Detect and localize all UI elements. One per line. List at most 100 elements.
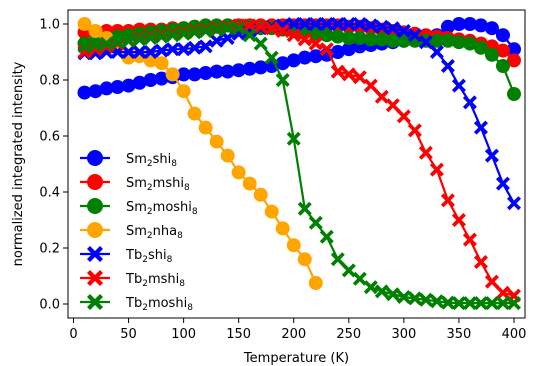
data-point xyxy=(374,284,389,299)
data-point xyxy=(176,84,191,99)
data-point xyxy=(363,280,378,295)
data-point xyxy=(374,89,389,104)
legend-label: Tb2moshi8 xyxy=(125,296,193,313)
y-tick-label: 0.8 xyxy=(39,74,60,89)
data-point xyxy=(319,28,334,43)
data-point xyxy=(176,67,191,82)
data-point xyxy=(154,29,169,44)
data-point xyxy=(352,17,367,31)
data-point xyxy=(429,294,444,309)
data-point xyxy=(506,296,521,311)
data-point xyxy=(484,296,499,311)
data-point xyxy=(462,36,477,51)
data-point xyxy=(308,276,323,290)
data-point xyxy=(242,176,257,191)
data-point xyxy=(418,35,433,50)
data-point xyxy=(473,40,488,55)
data-point xyxy=(440,33,455,48)
y-tick-label: 0.6 xyxy=(39,130,60,145)
data-point xyxy=(154,43,169,58)
data-point xyxy=(87,294,103,310)
data-point xyxy=(253,187,268,202)
data-point xyxy=(407,291,422,306)
data-point xyxy=(451,17,466,31)
data-point xyxy=(473,120,488,135)
axes-frame xyxy=(67,9,526,319)
data-point xyxy=(506,42,521,57)
legend-entry: Sm2moshi8 xyxy=(80,198,198,217)
data-point xyxy=(165,67,180,82)
x-tick-label: 350 xyxy=(447,327,472,342)
data-point xyxy=(198,120,213,135)
plot-area xyxy=(77,17,521,311)
data-point xyxy=(297,32,312,47)
legend-entry: Sm2mshi8 xyxy=(80,174,190,193)
data-point xyxy=(231,165,246,180)
data-point xyxy=(143,45,158,59)
data-point xyxy=(319,17,334,31)
data-point xyxy=(473,18,488,33)
data-point xyxy=(87,222,103,238)
data-point xyxy=(396,290,411,304)
data-point xyxy=(209,134,224,149)
data-point xyxy=(132,75,147,90)
data-point xyxy=(473,255,488,269)
y-tick-label: 0.4 xyxy=(39,186,60,201)
data-point xyxy=(132,45,147,59)
data-point xyxy=(330,252,345,267)
data-point xyxy=(286,28,301,43)
data-point xyxy=(385,287,400,302)
data-point xyxy=(418,292,433,307)
data-point xyxy=(87,270,103,286)
y-tick-label: 0.0 xyxy=(39,298,60,313)
x-tick-label: 200 xyxy=(281,327,306,342)
data-point xyxy=(330,64,345,79)
data-point xyxy=(209,64,224,79)
data-point xyxy=(341,42,356,57)
data-point xyxy=(187,40,202,55)
data-point xyxy=(462,95,477,110)
data-point xyxy=(87,198,103,214)
data-point xyxy=(407,123,422,138)
data-point xyxy=(484,21,499,36)
data-point xyxy=(506,196,521,211)
legend-label: Sm2mshi8 xyxy=(126,176,190,193)
data-point xyxy=(220,31,235,45)
data-point xyxy=(198,39,213,54)
data-point xyxy=(242,18,257,33)
data-point xyxy=(352,70,367,85)
data-point xyxy=(297,252,312,267)
data-point xyxy=(495,296,510,311)
data-point xyxy=(308,49,323,64)
data-point xyxy=(275,73,290,87)
series-line xyxy=(84,22,515,204)
data-point xyxy=(176,26,191,41)
data-point xyxy=(495,285,510,300)
series-line xyxy=(84,27,514,305)
legend-label: Tb2mshi8 xyxy=(125,272,185,289)
data-point xyxy=(264,204,279,219)
data-point xyxy=(495,176,510,191)
data-point xyxy=(198,66,213,80)
data-point xyxy=(110,80,125,94)
x-tick-label: 100 xyxy=(171,327,196,342)
data-point xyxy=(187,67,202,82)
data-point xyxy=(220,148,235,163)
data-point xyxy=(396,109,411,124)
data-point xyxy=(506,87,521,101)
data-point xyxy=(87,150,103,166)
data-point xyxy=(341,17,356,31)
data-point xyxy=(121,33,136,48)
data-point xyxy=(253,19,268,34)
data-point xyxy=(77,17,92,31)
legend-entry: Tb2moshi8 xyxy=(80,294,193,313)
data-point xyxy=(308,26,323,41)
data-point xyxy=(363,78,378,93)
data-point xyxy=(88,24,103,38)
data-point xyxy=(330,29,345,44)
x-tick-label: 150 xyxy=(226,327,251,342)
data-point xyxy=(429,162,444,177)
x-tick-label: 300 xyxy=(391,327,416,342)
y-tick-label: 1.0 xyxy=(39,18,60,33)
